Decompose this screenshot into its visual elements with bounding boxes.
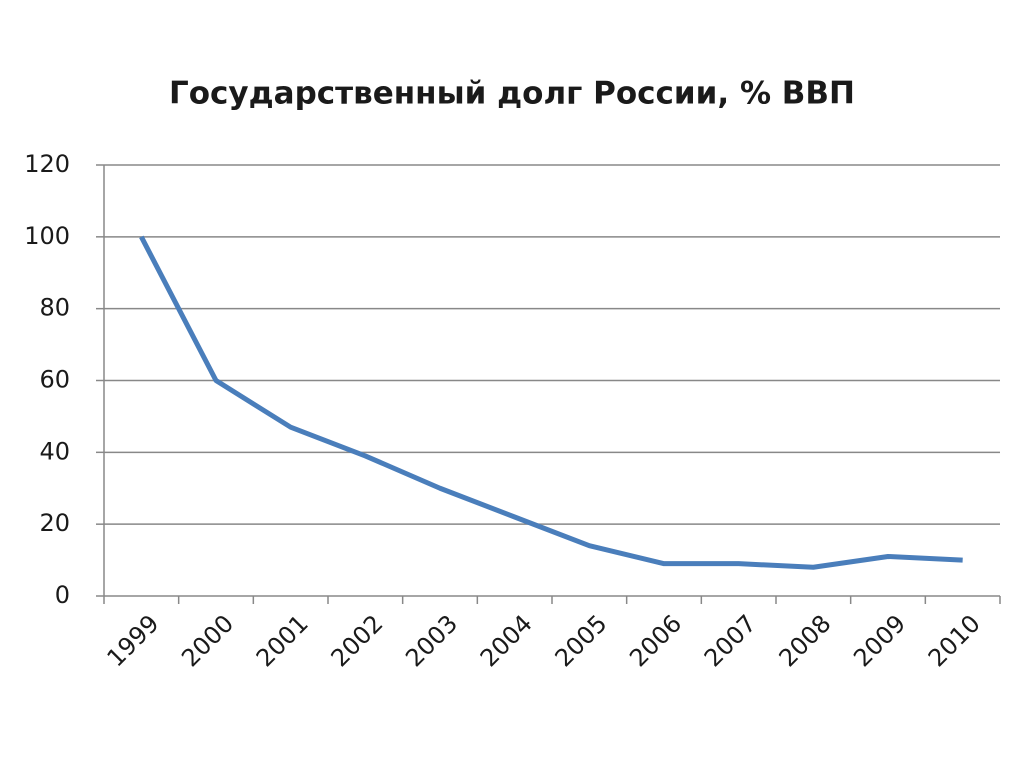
y-tick-label: 120 xyxy=(24,150,70,178)
chart-title: Государственный долг России, % ВВП xyxy=(169,76,855,112)
data-line xyxy=(139,235,963,570)
y-tick-label: 0 xyxy=(55,581,70,609)
y-tick-label: 80 xyxy=(39,294,70,322)
y-tick-label: 40 xyxy=(39,437,70,465)
y-tick-label: 60 xyxy=(39,366,70,394)
y-tick-label: 20 xyxy=(39,509,70,537)
y-tick-label: 100 xyxy=(24,222,70,250)
